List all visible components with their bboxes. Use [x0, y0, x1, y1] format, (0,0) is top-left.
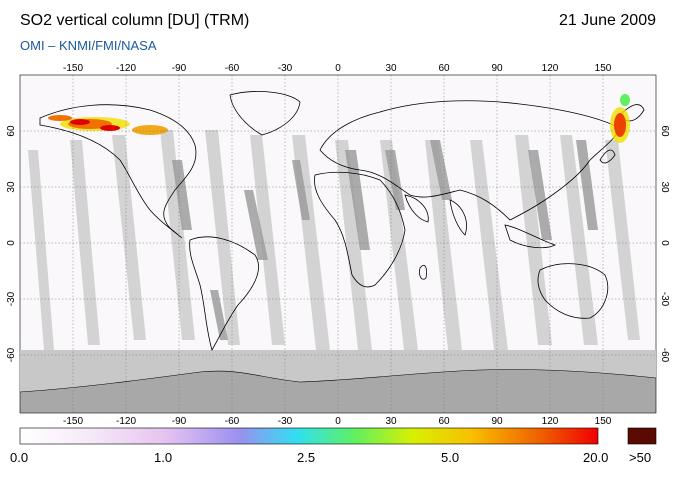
lon-tick: -90 [172, 63, 187, 74]
lon-tick: 0 [335, 416, 341, 427]
lat-tick: 0 [6, 240, 17, 246]
colorbar-overflow-swatch [627, 427, 657, 445]
lon-tick: 90 [491, 416, 503, 427]
graticule [20, 75, 656, 413]
lat-tick: -30 [659, 292, 670, 307]
swath-gaps [28, 130, 640, 350]
lat-tick: 60 [659, 125, 670, 137]
lon-tick: -150 [63, 63, 83, 74]
coastlines [39, 91, 645, 351]
lon-tick: -30 [278, 63, 293, 74]
lat-ticks-right: 60 30 0 -30 -60 [659, 125, 670, 362]
lon-tick: 120 [542, 63, 559, 74]
lon-tick: 30 [385, 63, 397, 74]
colorbar [19, 427, 599, 445]
lon-tick: 150 [595, 416, 612, 427]
lon-tick: -30 [278, 416, 293, 427]
colorbar-label: 5.0 [441, 450, 460, 465]
lat-tick: -60 [6, 347, 17, 362]
map-date: 21 June 2009 [559, 12, 656, 29]
lon-tick: 0 [335, 63, 341, 74]
lon-tick: 60 [438, 63, 450, 74]
colorbar-overflow-label: >50 [629, 450, 652, 465]
lon-tick: 90 [491, 63, 503, 74]
lon-tick: 150 [595, 63, 612, 74]
lon-ticks-top: -150 -120 -90 -60 -30 0 30 60 90 120 150 [63, 63, 612, 74]
lon-tick: -60 [225, 63, 240, 74]
lat-tick: 30 [6, 181, 17, 193]
lon-tick: -60 [225, 416, 240, 427]
lon-tick: 120 [542, 416, 559, 427]
lon-tick: -120 [116, 63, 136, 74]
lon-ticks-bottom: -150 -120 -90 -60 -30 0 30 60 90 120 150 [63, 416, 612, 427]
lat-tick: 60 [6, 125, 17, 137]
map-subtitle: OMI – KNMI/FMI/NASA [20, 38, 157, 53]
lat-tick: 30 [659, 181, 670, 193]
colorbar-label: 20.0 [583, 450, 609, 465]
map-title: SO2 vertical column [DU] (TRM) [20, 12, 250, 29]
lon-tick: -120 [116, 416, 136, 427]
lon-tick: -150 [63, 416, 83, 427]
lat-tick: -60 [659, 348, 670, 363]
lat-tick: 0 [659, 240, 670, 246]
lon-tick: -90 [172, 416, 187, 427]
swath-overlaps [172, 140, 598, 340]
lon-tick: 30 [385, 416, 397, 427]
colorbar-label: 0.0 [10, 450, 29, 465]
colorbar-label: 1.0 [154, 450, 173, 465]
colorbar-label: 2.5 [297, 450, 316, 465]
lat-tick: -30 [6, 291, 17, 306]
lat-ticks-left: 60 30 0 -30 -60 [6, 125, 17, 362]
lon-tick: 60 [438, 416, 450, 427]
